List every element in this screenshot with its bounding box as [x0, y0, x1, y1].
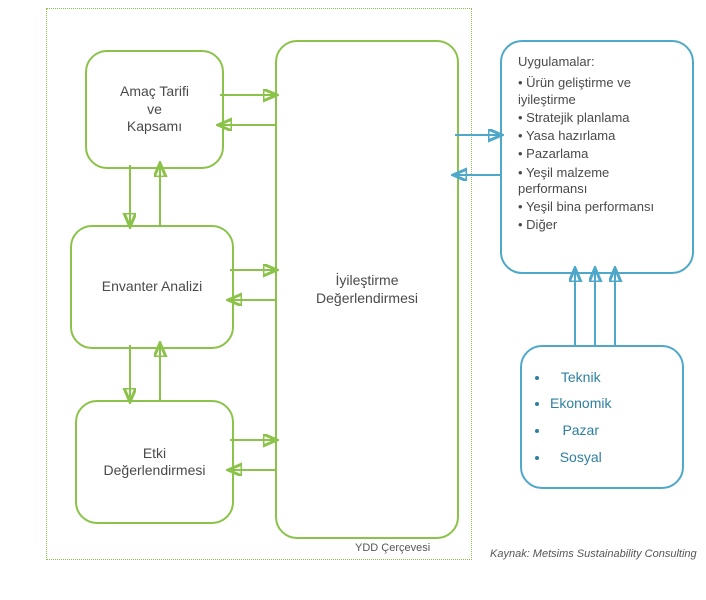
- uyg-item: Yasa hazırlama: [518, 128, 615, 144]
- node-etki: Etki Değerlendirmesi: [75, 400, 234, 524]
- uygulamalar-content: Uygulamalar: Ürün geliştirme ve iyileşti…: [502, 42, 692, 272]
- faktor-item: Teknik: [550, 364, 611, 391]
- diagram-stage: { "type": "flowchart", "canvas": { "widt…: [0, 0, 706, 600]
- faktor-item: Sosyal: [550, 444, 611, 471]
- frame-label: YDD Çerçevesi: [355, 542, 430, 554]
- uyg-item: Diğer: [518, 217, 557, 233]
- node-faktorler: Teknik Ekonomik Pazar Sosyal: [520, 345, 684, 489]
- source-caption: Kaynak: Metsims Sustainability Consultin…: [490, 548, 697, 560]
- node-uygulamalar: Uygulamalar: Ürün geliştirme ve iyileşti…: [500, 40, 694, 274]
- faktorler-list: Teknik Ekonomik Pazar Sosyal: [522, 364, 611, 470]
- node-envanter: Envanter Analizi: [70, 225, 234, 349]
- node-iyilestirme: İyileştirme Değerlendirmesi: [275, 40, 459, 539]
- uyg-item: Yeşil bina performansı: [518, 199, 654, 215]
- node-amac: Amaç Tarifi ve Kapsamı: [85, 50, 224, 169]
- node-etki-text: Etki Değerlendirmesi: [104, 445, 206, 480]
- node-iyilestirme-text: İyileştirme Değerlendirmesi: [316, 272, 418, 307]
- uyg-item: Pazarlama: [518, 146, 588, 162]
- uyg-item: Yeşil malzeme performansı: [518, 165, 682, 198]
- faktor-item: Pazar: [550, 417, 611, 444]
- uyg-item: Ürün geliştirme ve iyileştirme: [518, 75, 682, 108]
- uygulamalar-title: Uygulamalar:: [518, 54, 595, 70]
- node-envanter-text: Envanter Analizi: [102, 278, 202, 296]
- uyg-item: Stratejik planlama: [518, 110, 630, 126]
- node-amac-text: Amaç Tarifi ve Kapsamı: [120, 83, 189, 136]
- faktor-item: Ekonomik: [550, 390, 611, 417]
